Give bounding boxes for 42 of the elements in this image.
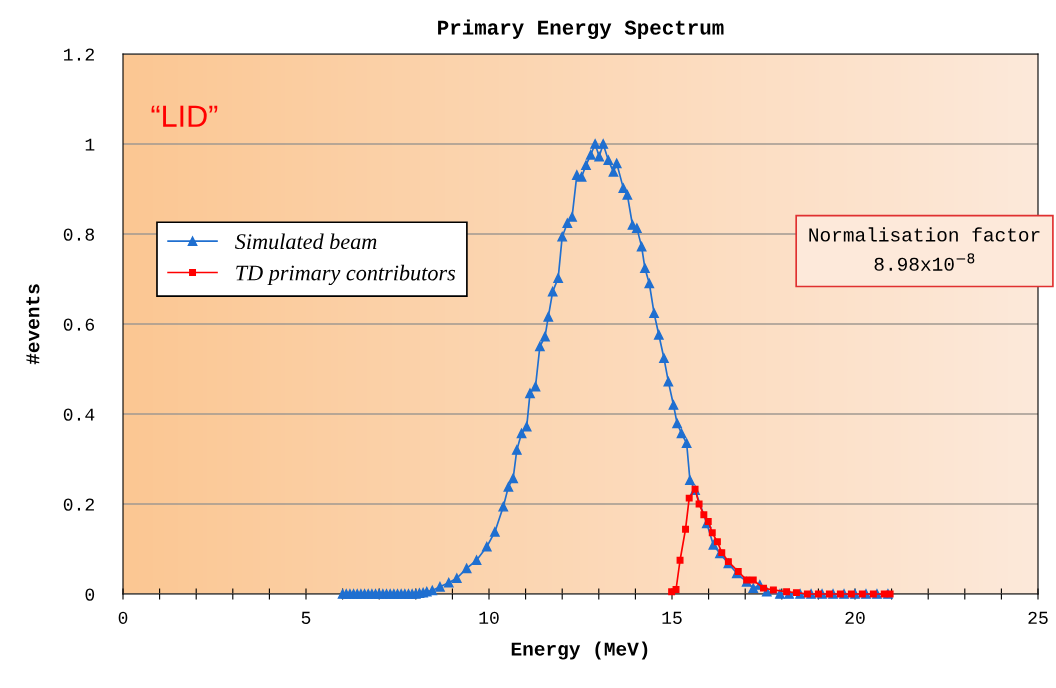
point bbox=[886, 590, 894, 598]
annotation: Normalisation factor 8.98x10$^{−8}$ bbox=[809, 227, 1040, 271]
point bbox=[792, 589, 800, 597]
point bbox=[718, 549, 726, 557]
x-tick-label: 15 bbox=[662, 611, 682, 624]
point bbox=[836, 590, 844, 598]
x-tick-label: 0 bbox=[118, 611, 128, 624]
point bbox=[858, 590, 866, 598]
point bbox=[700, 511, 708, 519]
point bbox=[685, 494, 693, 502]
point bbox=[676, 556, 684, 564]
x-tick-label: 10 bbox=[479, 611, 499, 624]
x-axis-title: Energy (MeV) bbox=[511, 641, 648, 660]
point bbox=[760, 584, 767, 592]
x-tick-label: 25 bbox=[1028, 611, 1048, 624]
point bbox=[749, 576, 757, 584]
y-tick-label: 0.2 bbox=[63, 498, 94, 511]
point bbox=[672, 586, 680, 593]
point bbox=[682, 525, 690, 533]
point bbox=[769, 586, 777, 594]
point bbox=[803, 590, 811, 598]
chart-title: Primary Energy Spectrum bbox=[438, 19, 724, 39]
point bbox=[847, 590, 855, 598]
point bbox=[734, 568, 742, 575]
y-tick-label: 0.4 bbox=[63, 408, 95, 421]
point bbox=[783, 588, 791, 596]
y-tick-label: 0.6 bbox=[63, 318, 95, 331]
x-tick-label: 20 bbox=[845, 611, 865, 624]
annotation: “LID” bbox=[151, 105, 218, 127]
point bbox=[708, 529, 716, 537]
legend-label: TD primary contributors bbox=[236, 264, 456, 286]
point bbox=[869, 590, 877, 598]
point bbox=[825, 590, 833, 598]
x-tick-label: 5 bbox=[301, 611, 311, 624]
y-tick-label: 0 bbox=[85, 588, 95, 601]
y-tick-label: 1.2 bbox=[64, 48, 94, 61]
y-axis-title: #events bbox=[26, 284, 40, 365]
point bbox=[695, 500, 703, 508]
legend-label: Simulated beam bbox=[235, 233, 377, 250]
point bbox=[713, 538, 721, 546]
y-tick-label: 1 bbox=[85, 138, 95, 151]
y-tick-label: 0.8 bbox=[63, 228, 95, 241]
